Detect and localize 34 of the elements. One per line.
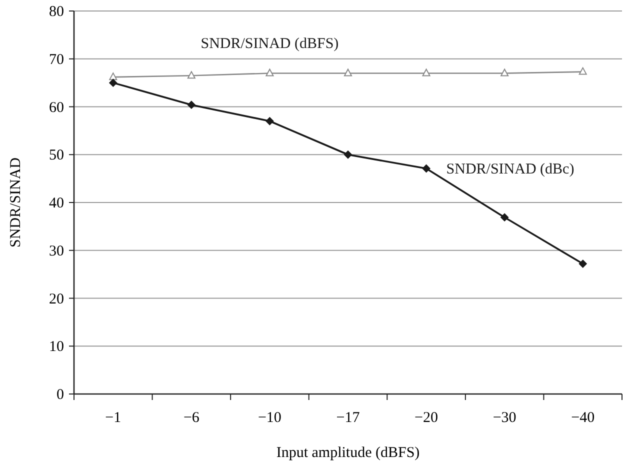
x-tick-label: −17: [336, 410, 360, 426]
point: [344, 150, 352, 159]
point: [422, 164, 430, 173]
y-tick-label: 10: [49, 339, 64, 356]
y-tick-label: 80: [49, 4, 64, 20]
y-tick-label: 20: [49, 291, 64, 308]
x-tick-label: −10: [258, 410, 282, 426]
y-tick-label: 40: [49, 196, 64, 212]
point: [187, 100, 196, 109]
x-axis-title: Input amplitude (dBFS): [276, 445, 420, 461]
x-tick-label: −40: [571, 410, 595, 426]
point: [422, 68, 430, 76]
x-tick-label: −30: [492, 410, 516, 426]
point: [500, 68, 509, 76]
point: [500, 213, 509, 222]
y-tick-label: 0: [56, 387, 64, 403]
point: [266, 117, 274, 126]
y-axis-title: SNDR/SINAD: [8, 157, 24, 248]
x-tick-label: −6: [183, 410, 200, 426]
point: [109, 78, 118, 87]
point: [266, 68, 274, 76]
point: [578, 67, 587, 75]
point: [187, 71, 196, 79]
point: [344, 68, 352, 76]
x-tick-label: −20: [414, 410, 438, 426]
point: [109, 72, 118, 80]
x-tick-label: −1: [105, 410, 122, 426]
series-label: SNDR/SINAD (dBc): [446, 162, 574, 178]
y-tick-label: 60: [49, 100, 64, 116]
y-tick-label: 30: [49, 243, 64, 260]
y-tick-label: 70: [49, 52, 64, 68]
y-tick-label: 50: [49, 148, 64, 164]
point: [578, 260, 587, 268]
series-label: SNDR/SINAD (dBFS): [200, 36, 339, 52]
